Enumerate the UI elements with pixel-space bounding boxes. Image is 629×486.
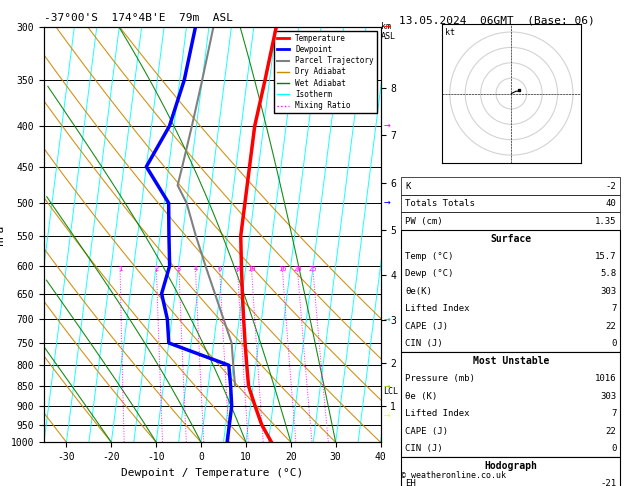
Text: 15.7: 15.7	[595, 252, 616, 260]
Text: -2: -2	[606, 182, 616, 191]
Text: Lifted Index: Lifted Index	[405, 304, 470, 313]
Text: km
ASL: km ASL	[381, 22, 396, 41]
Text: K: K	[405, 182, 411, 191]
Text: 10: 10	[247, 266, 255, 272]
Text: 25: 25	[308, 266, 317, 272]
Text: LCL: LCL	[383, 387, 398, 396]
Text: 40: 40	[606, 199, 616, 208]
Text: Surface: Surface	[490, 234, 532, 243]
Text: 13.05.2024  06GMT  (Base: 06): 13.05.2024 06GMT (Base: 06)	[399, 16, 595, 26]
Text: CIN (J): CIN (J)	[405, 339, 443, 348]
Y-axis label: Mixing Ratio (g/kg): Mixing Ratio (g/kg)	[410, 179, 420, 290]
Text: 0: 0	[611, 444, 616, 453]
Text: →: →	[384, 381, 391, 391]
Text: 1: 1	[118, 266, 122, 272]
Text: -21: -21	[600, 479, 616, 486]
Text: 20: 20	[293, 266, 301, 272]
Text: 303: 303	[600, 392, 616, 400]
Text: 1016: 1016	[595, 374, 616, 383]
Text: 3: 3	[177, 266, 181, 272]
Text: CIN (J): CIN (J)	[405, 444, 443, 453]
Text: 8: 8	[235, 266, 240, 272]
Text: Temp (°C): Temp (°C)	[405, 252, 454, 260]
Text: →: →	[384, 121, 391, 131]
Legend: Temperature, Dewpoint, Parcel Trajectory, Dry Adiabat, Wet Adiabat, Isotherm, Mi: Temperature, Dewpoint, Parcel Trajectory…	[274, 31, 377, 113]
Text: 5.8: 5.8	[600, 269, 616, 278]
Text: →: →	[384, 410, 391, 420]
Text: 22: 22	[606, 322, 616, 330]
Text: →: →	[384, 314, 391, 324]
Text: θe (K): θe (K)	[405, 392, 437, 400]
Text: 2: 2	[154, 266, 159, 272]
Text: Most Unstable: Most Unstable	[472, 356, 549, 366]
Text: © weatheronline.co.uk: © weatheronline.co.uk	[401, 471, 506, 480]
Text: 7: 7	[611, 304, 616, 313]
Text: -37°00'S  174°4B'E  79m  ASL: -37°00'S 174°4B'E 79m ASL	[44, 13, 233, 23]
Text: 4: 4	[193, 266, 198, 272]
Text: 16: 16	[278, 266, 286, 272]
Text: θe(K): θe(K)	[405, 287, 432, 295]
Text: 22: 22	[606, 427, 616, 435]
Text: 6: 6	[218, 266, 221, 272]
Text: CAPE (J): CAPE (J)	[405, 427, 448, 435]
Text: 7: 7	[611, 409, 616, 418]
Text: Totals Totals: Totals Totals	[405, 199, 475, 208]
Text: 1.35: 1.35	[595, 217, 616, 226]
Text: Pressure (mb): Pressure (mb)	[405, 374, 475, 383]
Text: kt: kt	[445, 28, 455, 37]
Y-axis label: hPa: hPa	[0, 225, 5, 244]
Text: CAPE (J): CAPE (J)	[405, 322, 448, 330]
Text: Dewp (°C): Dewp (°C)	[405, 269, 454, 278]
Text: 0: 0	[611, 339, 616, 348]
Text: Lifted Index: Lifted Index	[405, 409, 470, 418]
Text: →: →	[384, 22, 391, 32]
Text: →: →	[384, 198, 391, 208]
X-axis label: Dewpoint / Temperature (°C): Dewpoint / Temperature (°C)	[121, 468, 303, 478]
Text: EH: EH	[405, 479, 416, 486]
Text: PW (cm): PW (cm)	[405, 217, 443, 226]
Text: Hodograph: Hodograph	[484, 461, 537, 471]
Text: 303: 303	[600, 287, 616, 295]
